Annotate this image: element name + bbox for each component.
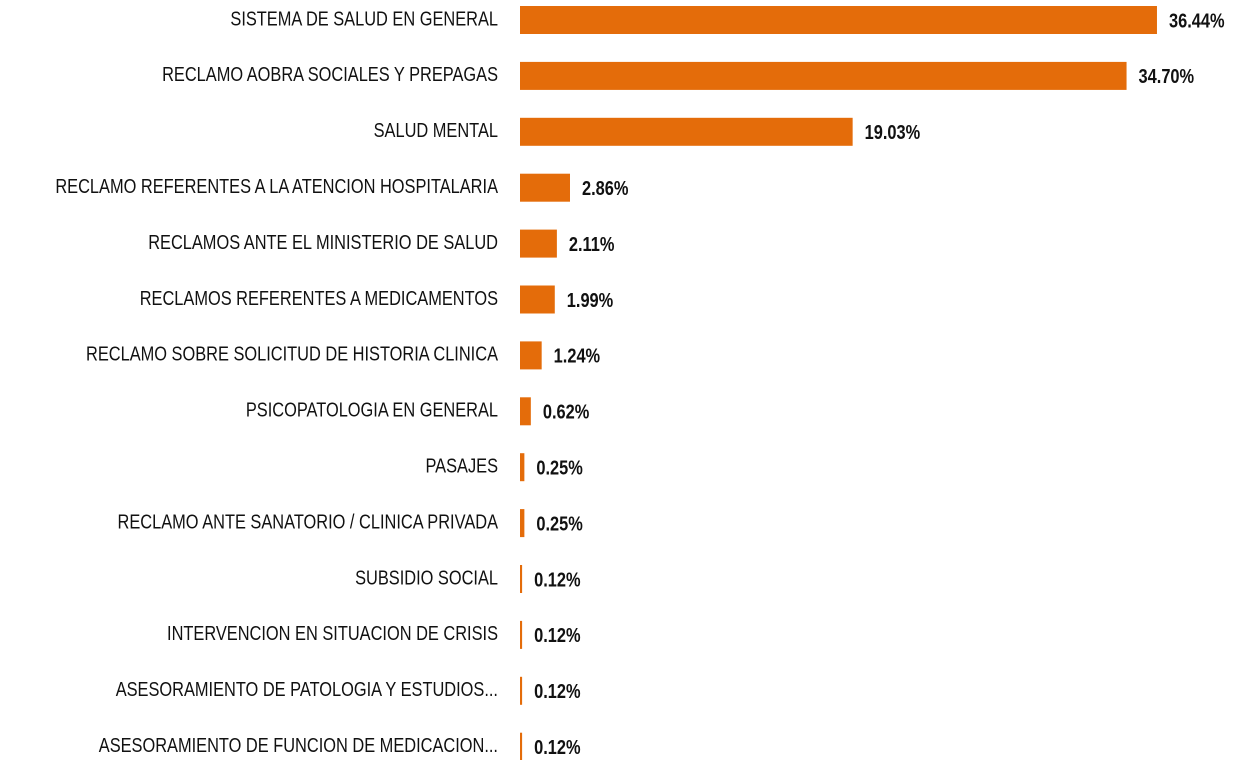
- bar: [520, 6, 1157, 34]
- value-label: 2.86%: [582, 176, 628, 199]
- category-label: RECLAMO REFERENTES A LA ATENCION HOSPITA…: [55, 174, 498, 197]
- bar: [520, 509, 525, 538]
- category-label: RECLAMO ANTE SANATORIO / CLINICA PRIVADA: [118, 510, 499, 533]
- category-label: SALUD MENTAL: [374, 118, 498, 141]
- value-label: 2.11%: [569, 232, 615, 255]
- value-label: 36.44%: [1169, 9, 1225, 32]
- category-label: INTERVENCION EN SITUACION DE CRISIS: [167, 622, 498, 645]
- category-label: RECLAMOS ANTE EL MINISTERIO DE SALUD: [148, 230, 498, 253]
- value-label: 1.24%: [554, 344, 600, 367]
- bar: [520, 397, 531, 426]
- bar: [520, 620, 523, 649]
- category-label: PASAJES: [425, 454, 498, 477]
- value-label: 1.99%: [567, 288, 613, 311]
- value-label: 0.12%: [534, 624, 580, 647]
- bar: [520, 229, 557, 258]
- bar: [520, 173, 570, 202]
- bar: [520, 676, 523, 705]
- bar: [520, 732, 523, 760]
- bar: [520, 61, 1127, 90]
- category-label: ASESORAMIENTO DE FUNCION DE MEDICACION..…: [99, 733, 498, 756]
- bar: [520, 117, 853, 146]
- value-label: 0.12%: [534, 568, 580, 591]
- category-label: PSICOPATOLOGIA EN GENERAL: [246, 398, 498, 421]
- value-label: 34.70%: [1139, 65, 1195, 88]
- value-label: 0.12%: [534, 679, 580, 702]
- value-label: 19.03%: [865, 120, 921, 143]
- value-label: 0.25%: [536, 512, 582, 535]
- category-label: ASESORAMIENTO DE PATOLOGIA Y ESTUDIOS...: [116, 677, 498, 700]
- bar: [520, 285, 555, 314]
- category-label: RECLAMO SOBRE SOLICITUD DE HISTORIA CLIN…: [86, 342, 499, 365]
- category-label: RECLAMO AOBRA SOCIALES Y PREPAGAS: [162, 63, 498, 86]
- value-label: 0.12%: [534, 735, 580, 758]
- value-label: 0.62%: [543, 400, 589, 423]
- bar: [520, 341, 542, 370]
- bar: [520, 565, 523, 593]
- category-label: RECLAMOS REFERENTES A MEDICAMENTOS: [140, 286, 498, 309]
- category-label: SISTEMA DE SALUD EN GENERAL: [230, 7, 498, 30]
- value-label: 0.25%: [536, 456, 582, 479]
- category-label: SUBSIDIO SOCIAL: [355, 566, 498, 589]
- bar: [520, 453, 525, 482]
